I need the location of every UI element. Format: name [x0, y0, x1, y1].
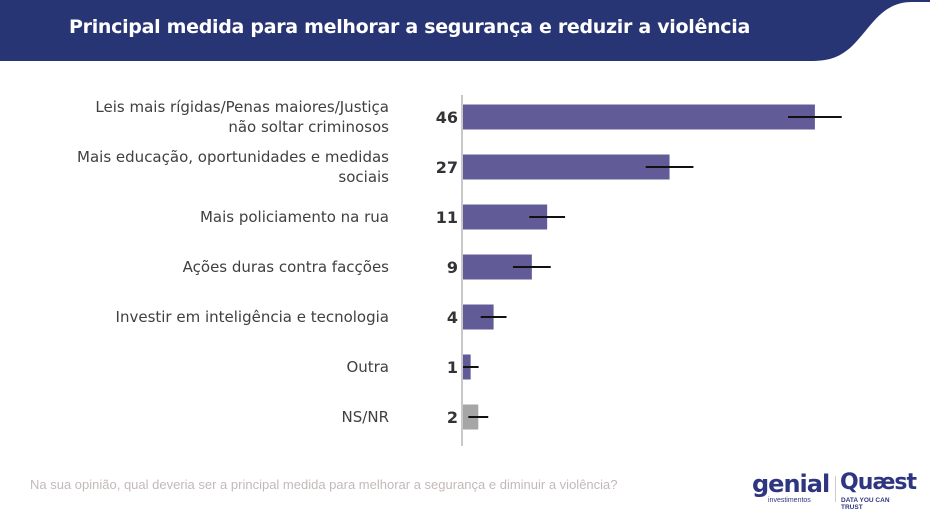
survey-question: Na sua opinião, qual deveria ser a princ… [30, 477, 618, 492]
data-label: 46 [436, 108, 458, 127]
data-label: 9 [447, 258, 458, 277]
bar [463, 104, 815, 130]
logo-divider [835, 476, 836, 502]
category-label: NS/NR [342, 408, 389, 426]
category-label: Outra [346, 358, 389, 376]
data-label: 2 [447, 408, 458, 427]
category-label: não soltar criminosos [228, 118, 389, 136]
data-label: 1 [447, 358, 458, 377]
logos: genial investimentos Quæst DATA YOU CAN … [752, 470, 917, 511]
genial-logo-sub: investimentos [768, 497, 811, 504]
category-label: Mais educação, oportunidades e medidas [77, 148, 389, 166]
category-label: Mais policiamento na rua [200, 208, 389, 226]
quaest-logo-sub: DATA YOU CAN TRUST [841, 497, 890, 511]
category-label: Investir em inteligência e tecnologia [116, 308, 389, 326]
category-label: sociais [338, 168, 389, 186]
category-label: Leis mais rígidas/Penas maiores/Justiça [95, 98, 389, 116]
data-label: 4 [447, 308, 458, 327]
data-label: 11 [436, 208, 458, 227]
quaest-logo: Quæst [840, 470, 917, 495]
page-title: Principal medida para melhorar a seguran… [69, 16, 750, 38]
bar-chart: 46 Leis mais rígidas/Penas maiores/Justiç… [77, 95, 842, 446]
genial-logo: genial [752, 470, 830, 498]
header-banner [0, 0, 930, 61]
category-label: Ações duras contra facções [183, 258, 390, 276]
data-label: 27 [436, 158, 458, 177]
bar [463, 154, 670, 180]
